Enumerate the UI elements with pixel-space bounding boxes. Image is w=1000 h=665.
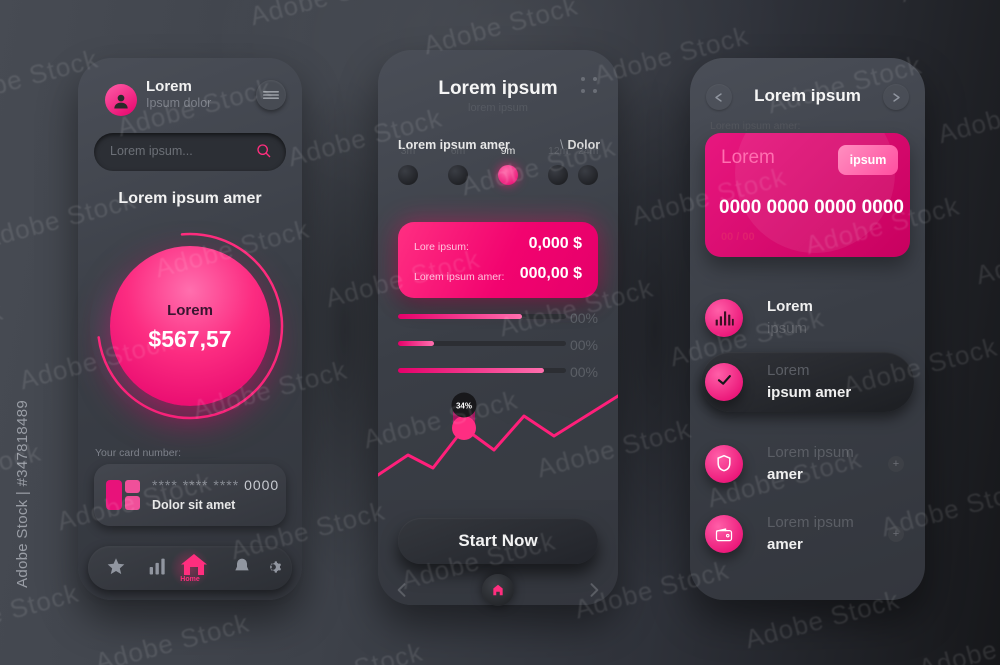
svg-text:34%: 34% xyxy=(456,402,472,411)
